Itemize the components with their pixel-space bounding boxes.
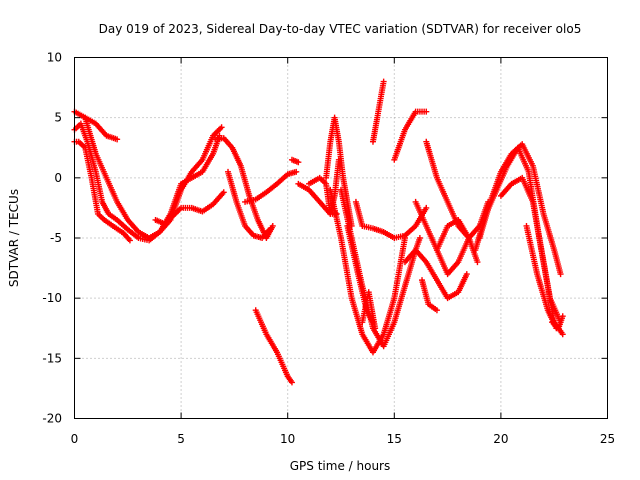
series-track-5 <box>152 189 227 227</box>
x-axis-label: GPS time / hours <box>290 459 391 473</box>
series-track-14 <box>327 186 408 356</box>
data-point <box>463 271 470 278</box>
series-track-21 <box>401 247 470 302</box>
data-point <box>423 204 430 211</box>
x-tick-label: 0 <box>71 432 79 446</box>
series-track-19 <box>369 78 387 145</box>
series-track-4 <box>82 114 121 143</box>
x-tick-label: 20 <box>493 432 508 446</box>
series-track-3 <box>71 138 133 244</box>
y-tick-label: -5 <box>50 231 62 245</box>
data-point <box>559 313 566 320</box>
data-point <box>433 307 440 314</box>
y-tick-label: -15 <box>42 351 62 365</box>
data-point <box>559 331 566 338</box>
series-track-11 <box>288 156 302 166</box>
data-point <box>295 159 302 166</box>
series-track-2 <box>71 120 223 244</box>
series-track-8 <box>242 168 300 205</box>
x-tick-label: 15 <box>387 432 402 446</box>
series-track-30 <box>549 313 566 332</box>
series-track-28 <box>497 174 566 338</box>
series-track-7 <box>225 168 274 241</box>
x-tick-label: 25 <box>600 432 615 446</box>
series-track-9 <box>252 307 295 386</box>
series-track-12 <box>306 156 342 217</box>
series-track-20 <box>391 108 430 163</box>
y-tick-label: 10 <box>47 51 62 65</box>
data-point <box>372 325 379 332</box>
series-track-25 <box>433 216 481 266</box>
series-track-6 <box>212 135 276 241</box>
data-point <box>416 235 423 241</box>
chart-title: Day 019 of 2023, Sidereal Day-to-day VTE… <box>99 22 582 36</box>
series-track-29 <box>523 222 560 332</box>
y-axis-label: SDTVAR / TECUs <box>7 189 21 287</box>
data-point <box>474 259 481 266</box>
data-point <box>218 124 225 131</box>
y-tick-label: -10 <box>42 291 62 305</box>
y-tick-label: -20 <box>42 412 62 426</box>
series-track-13 <box>323 114 355 229</box>
x-tick-label: 10 <box>280 432 295 446</box>
data-point <box>267 225 274 232</box>
data-point <box>126 237 133 244</box>
series-track-16 <box>344 222 376 326</box>
series-track-23 <box>419 277 440 314</box>
data-point <box>288 379 295 386</box>
data-point <box>114 136 121 143</box>
data-point <box>423 108 430 115</box>
axis-ticks: 0 5 10 15 20 25 -20 -15 -10 -5 0 5 10 <box>42 51 615 447</box>
data-points <box>71 78 566 386</box>
y-tick-label: 0 <box>54 171 62 185</box>
series-track-17 <box>359 289 379 332</box>
data-point <box>557 271 564 278</box>
x-tick-label: 5 <box>177 432 185 446</box>
data-point <box>380 78 387 85</box>
data-point <box>220 189 227 196</box>
data-point <box>293 168 300 175</box>
series-track-18 <box>352 198 430 241</box>
y-tick-label: 5 <box>54 111 62 125</box>
